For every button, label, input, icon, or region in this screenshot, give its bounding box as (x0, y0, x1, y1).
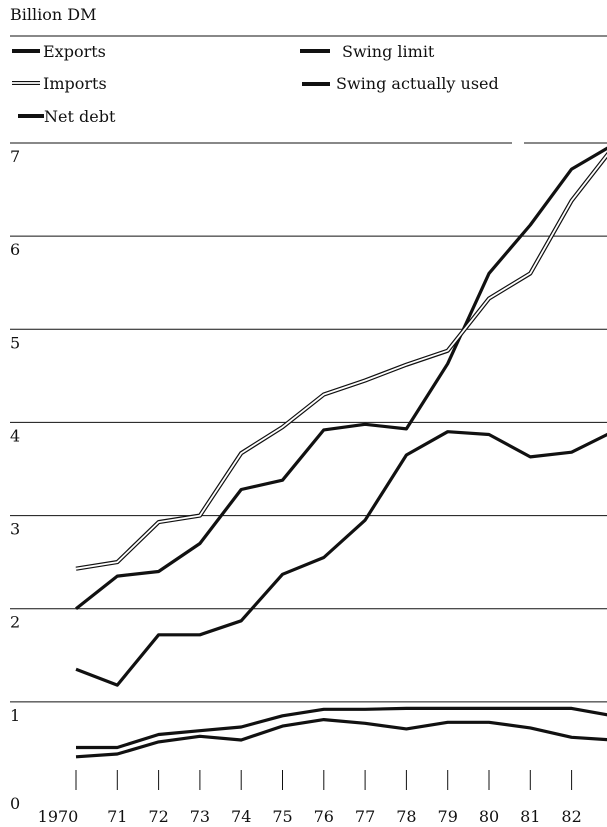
series-swing-limit-line (76, 706, 607, 750)
x-tick-label: 73 (190, 807, 210, 826)
y-tick-label: 5 (10, 333, 20, 352)
x-tick-label: 80 (479, 807, 499, 826)
legend-label-exports: Exports (43, 42, 106, 61)
x-tick-label: 77 (355, 807, 375, 826)
x-tick-label: 78 (396, 807, 416, 826)
x-tick-label: 72 (148, 807, 168, 826)
y-tick-label: 6 (10, 240, 20, 259)
y-tick-label: 1 (10, 706, 20, 725)
x-tick-label: 81 (520, 807, 540, 826)
x-tick-label: 1970 (38, 807, 79, 826)
x-tick-label: 76 (314, 807, 334, 826)
grid-lines (10, 142, 607, 703)
legend: Exports Imports Net debt Swing limit Swi… (12, 42, 499, 126)
x-tick-label: 79 (438, 807, 458, 826)
series-imports-line-inner (75, 153, 607, 570)
y-axis-ticks: 0 1 2 3 4 5 6 7 (10, 147, 20, 813)
legend-label-swing-used: Swing actually used (336, 74, 499, 93)
x-tick-label: 74 (231, 807, 251, 826)
legend-label-imports: Imports (43, 74, 107, 93)
x-tick-label: 75 (272, 807, 292, 826)
legend-label-swing-limit: Swing limit (342, 42, 435, 61)
x-tick-label: 71 (107, 807, 127, 826)
x-axis-ticks (75, 770, 573, 790)
series-lines (75, 146, 607, 759)
legend-label-net-debt: Net debt (44, 107, 116, 126)
series-swing-actually-used-line (75, 717, 607, 759)
y-axis-label: Billion DM (10, 5, 96, 24)
x-axis-labels: 19707172737475767778798081828 (38, 807, 582, 826)
y-tick-label: 3 (10, 520, 20, 539)
series-exports-line (75, 146, 607, 610)
y-tick-label: 4 (10, 426, 20, 445)
y-tick-label: 2 (10, 613, 20, 632)
y-tick-label: 7 (10, 147, 20, 166)
x-tick-label: 82 (561, 807, 581, 826)
series-imports-line-outer (75, 151, 607, 571)
series-net-debt-line (75, 430, 607, 687)
y-tick-label: 0 (10, 794, 20, 813)
